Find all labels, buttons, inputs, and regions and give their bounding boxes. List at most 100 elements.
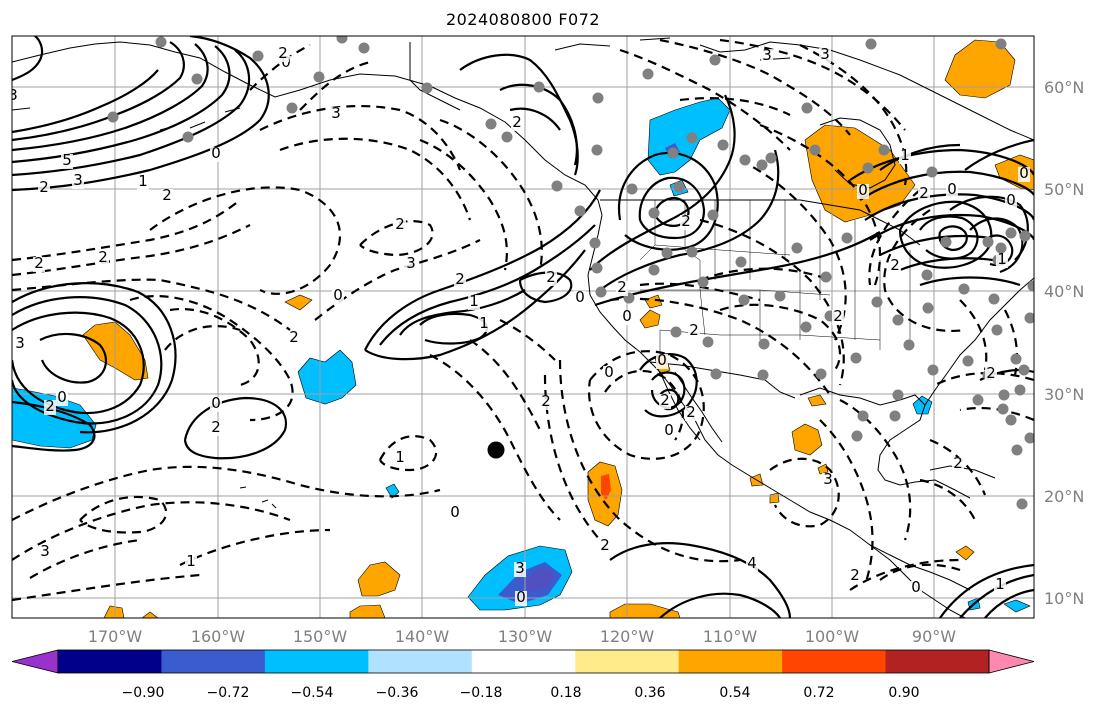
contour-label: 2 bbox=[455, 270, 465, 288]
contour-label-bg bbox=[540, 395, 552, 410]
contour-label-bg bbox=[746, 557, 758, 572]
lon-label: 130°W bbox=[498, 627, 553, 646]
contour-label-bg bbox=[454, 273, 466, 288]
orange-shade-south-5 bbox=[141, 611, 159, 618]
map-title: 2024080800 F072 bbox=[445, 10, 601, 29]
contour-label-bg bbox=[996, 253, 1008, 268]
colorbar-tick-label: 0.18 bbox=[550, 685, 581, 701]
contour-label: 3 bbox=[515, 559, 525, 577]
colorbar-tick-label: −0.72 bbox=[207, 685, 250, 701]
contour-label: 3 bbox=[73, 171, 83, 189]
contour-label: 2 bbox=[278, 44, 288, 62]
contour-label-bg bbox=[33, 257, 45, 272]
contour-label-bg bbox=[685, 406, 697, 421]
lon-label: 90°W bbox=[912, 627, 956, 646]
contour-label: 1 bbox=[479, 314, 489, 332]
contour-label: 2 bbox=[512, 113, 522, 131]
contour-label: 2 bbox=[39, 178, 49, 196]
contour-label: 0 bbox=[211, 144, 221, 162]
contour-label: 4 bbox=[747, 554, 757, 572]
contour-label: 3 bbox=[331, 104, 341, 122]
lon-label: 150°W bbox=[293, 627, 348, 646]
lat-label: 20°N bbox=[1044, 487, 1084, 506]
orange-shade-small-6 bbox=[817, 463, 829, 475]
contour-label-bg bbox=[330, 107, 342, 122]
colorbar-segment bbox=[161, 650, 266, 673]
colorbar-tick-label: −0.90 bbox=[122, 685, 165, 701]
contour-label-bg bbox=[574, 291, 586, 306]
contour-label-bg bbox=[680, 215, 692, 230]
contour-label-bg bbox=[819, 48, 831, 63]
orange-shade-small-2 bbox=[639, 309, 661, 329]
contour-label: 2 bbox=[919, 184, 929, 202]
contour-label: 0 bbox=[211, 394, 221, 412]
contour-label-bg bbox=[511, 116, 523, 131]
contour-label-bg bbox=[405, 257, 417, 272]
contour-label: 2 bbox=[689, 321, 699, 339]
colorbar-tick-label: 0.54 bbox=[719, 685, 750, 701]
colorbar-segment bbox=[368, 650, 473, 673]
canada-north bbox=[699, 41, 1034, 141]
contour-label: 0 bbox=[657, 351, 667, 369]
contour-label-bg bbox=[332, 289, 344, 304]
contour-label: 3 bbox=[823, 470, 833, 488]
contour-label-bg bbox=[603, 366, 615, 381]
contour-label-bg bbox=[545, 271, 557, 286]
contour-label: 3 bbox=[40, 542, 50, 560]
contour-label: 1 bbox=[186, 552, 196, 570]
alaska-coast bbox=[12, 41, 603, 216]
contour-label-bg bbox=[599, 539, 611, 554]
contour-label-bg bbox=[210, 147, 222, 162]
contour-label-bg bbox=[663, 424, 675, 439]
contour-label: 2 bbox=[890, 256, 900, 274]
contour-label-bg bbox=[394, 451, 406, 466]
orange-shade-small-7 bbox=[807, 394, 827, 407]
contour-label-bg bbox=[918, 187, 930, 202]
contour-label: 5 bbox=[62, 151, 72, 169]
contour-label-bg bbox=[44, 400, 56, 415]
contour-label: 0 bbox=[622, 307, 632, 325]
contour-label: 0 bbox=[57, 388, 67, 406]
orange-shade-small-3 bbox=[644, 294, 663, 309]
contour-label-bg bbox=[616, 281, 628, 296]
gulf-of-mexico bbox=[799, 387, 971, 499]
contour-label: 1 bbox=[138, 172, 148, 190]
contour-label: 1 bbox=[900, 146, 910, 164]
contour-label: 2 bbox=[600, 536, 610, 554]
contour-label-bg bbox=[899, 149, 911, 164]
contour-label: 0 bbox=[858, 181, 868, 199]
contour-label: 1 bbox=[997, 250, 1007, 268]
lon-label: 110°W bbox=[703, 627, 758, 646]
contour-label-bg bbox=[38, 181, 50, 196]
colorbar-segment bbox=[575, 650, 680, 673]
blue-shade-south-dark bbox=[522, 568, 555, 592]
contour-label-bg bbox=[849, 569, 861, 584]
colorbar-tick-labels: −0.90 −0.72 −0.54 −0.36 −0.18 0.18 0.36 … bbox=[122, 685, 920, 701]
blue-shade-carib-2 bbox=[1003, 599, 1031, 613]
colorbar-outline bbox=[57, 649, 990, 674]
lon-label: 120°W bbox=[600, 627, 655, 646]
contour-label: 2 bbox=[546, 268, 556, 286]
contour-label-bg bbox=[659, 394, 671, 409]
contour-label: 1 bbox=[469, 292, 479, 310]
orange-shade-small-5 bbox=[769, 492, 780, 504]
contour-label: 3 bbox=[8, 86, 18, 104]
contour-label: 2 bbox=[98, 248, 108, 266]
contour-label: 1 bbox=[395, 448, 405, 466]
contour-label-bg bbox=[394, 218, 406, 233]
contour-label: 2 bbox=[833, 307, 843, 325]
contour-label: 2 bbox=[617, 278, 627, 296]
contour-label: 3 bbox=[820, 45, 830, 63]
orange-shade-small-1 bbox=[284, 294, 313, 311]
contour-label-bg bbox=[857, 184, 869, 199]
contour-label-bg bbox=[985, 367, 997, 382]
contour-label-bg bbox=[1018, 167, 1030, 182]
colorbar-tick-label: 0.90 bbox=[888, 685, 919, 701]
contour-label: 2 bbox=[211, 418, 221, 436]
lon-label: 160°W bbox=[191, 627, 246, 646]
contour-label: 0 bbox=[450, 503, 460, 521]
lon-label: 170°W bbox=[88, 627, 143, 646]
contour-label: 2 bbox=[45, 397, 55, 415]
colorbar-tick-label: −0.18 bbox=[460, 685, 503, 701]
